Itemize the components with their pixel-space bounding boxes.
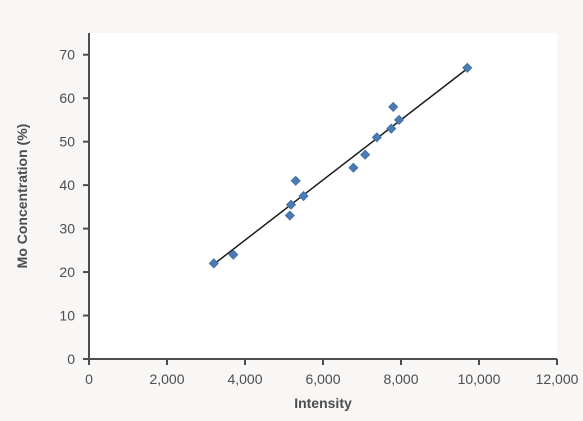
data-point	[348, 162, 359, 173]
data-point	[371, 132, 382, 143]
plot-area	[89, 33, 557, 359]
data-point	[393, 114, 405, 125]
x-tick-label: 8,000	[383, 371, 418, 387]
data-point	[284, 210, 295, 221]
x-tick-label: 10,000	[458, 371, 501, 387]
y-tick-label: 0	[67, 351, 75, 367]
data-point	[228, 249, 239, 260]
data-point	[298, 190, 309, 202]
y-tick-label: 20	[59, 264, 75, 280]
y-tick-label: 10	[59, 308, 75, 324]
x-tick-label: 0	[85, 371, 93, 387]
x-tick-label: 4,000	[227, 371, 262, 387]
x-axis-title: Intensity	[294, 395, 352, 411]
trendline	[213, 68, 468, 265]
data-point	[386, 123, 397, 134]
data-point	[360, 149, 371, 160]
x-tick-label: 12,000	[536, 371, 579, 387]
y-tick-label: 70	[59, 47, 75, 63]
data-point	[208, 258, 219, 269]
data-point	[388, 101, 399, 112]
data-point	[290, 175, 301, 186]
data-point	[462, 62, 473, 73]
y-tick-label: 50	[59, 134, 75, 150]
y-tick-label: 30	[59, 221, 75, 237]
data-point	[285, 199, 297, 210]
x-tick-label: 6,000	[305, 371, 340, 387]
y-axis-title: Mo Concentration (%)	[14, 124, 30, 269]
y-tick-label: 60	[59, 90, 75, 106]
y-tick-label: 40	[59, 177, 75, 193]
x-tick-label: 2,000	[149, 371, 184, 387]
